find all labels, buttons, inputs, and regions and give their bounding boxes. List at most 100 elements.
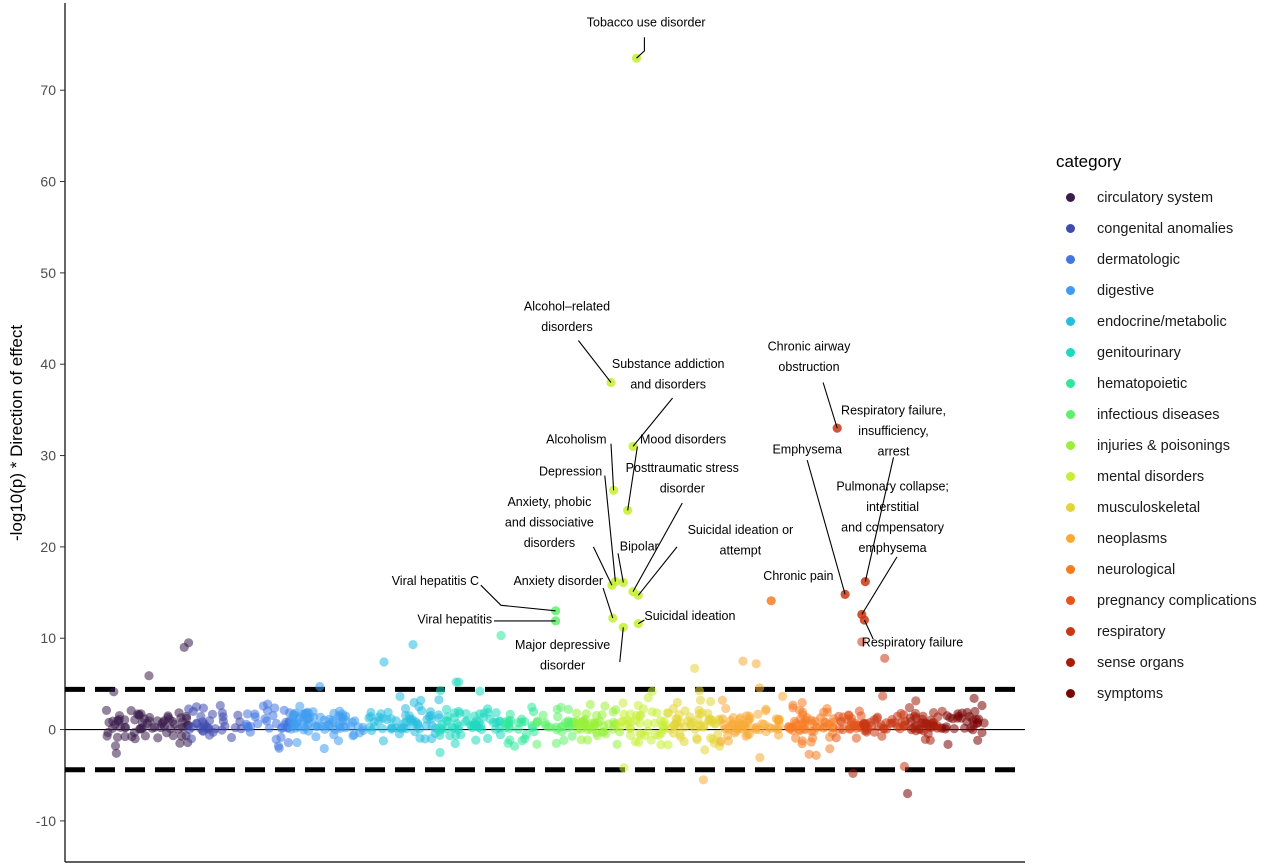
annotation-line: Pulmonary collapse; <box>836 479 949 493</box>
legend-label: hematopoietic <box>1097 375 1188 392</box>
legend-label: endocrine/metabolic <box>1097 313 1227 330</box>
data-point <box>862 727 872 737</box>
data-point <box>656 740 666 750</box>
data-point <box>408 640 418 650</box>
data-point <box>147 723 157 733</box>
data-point <box>379 657 389 667</box>
data-point <box>878 691 888 701</box>
data-point <box>869 715 879 725</box>
y-tick-label: 10 <box>40 630 56 646</box>
data-point <box>513 724 524 734</box>
point-annotation-label: Viral hepatitis C <box>392 574 479 588</box>
data-point <box>400 703 411 714</box>
point-annotation-label: Tobacco use disorder <box>587 15 706 29</box>
data-point <box>979 718 989 728</box>
data-point <box>337 716 347 726</box>
annotation-line: Respiratory failure, <box>841 403 946 417</box>
data-point <box>308 707 318 717</box>
data-point <box>559 735 569 746</box>
legend-dot-icon <box>1066 596 1075 605</box>
significance-thresholds <box>65 686 1025 773</box>
data-point <box>551 738 562 749</box>
legend-item: infectious diseases <box>1040 399 1280 430</box>
annotation-leader-line <box>480 584 556 612</box>
legend-dot-icon <box>1066 565 1075 574</box>
data-point <box>109 687 119 697</box>
data-point <box>799 724 809 734</box>
legend-dot-icon <box>1066 410 1075 419</box>
legend-label: circulatory system <box>1097 189 1214 206</box>
data-point <box>186 734 196 744</box>
data-point <box>404 711 414 721</box>
data-point <box>144 671 154 681</box>
legend-label: neurological <box>1097 561 1176 578</box>
annotation-line: Tobacco use disorder <box>587 15 706 29</box>
data-point <box>699 722 709 732</box>
data-point <box>454 677 464 687</box>
data-point <box>491 708 501 718</box>
data-point <box>112 732 123 742</box>
data-point <box>576 735 586 745</box>
data-point <box>643 718 653 729</box>
data-point <box>532 718 542 728</box>
data-point <box>514 718 524 728</box>
data-point <box>557 727 567 737</box>
annotation-line: emphysema <box>859 541 927 555</box>
data-point <box>851 733 862 743</box>
data-point <box>717 695 728 705</box>
point-annotation-label: Anxiety, phobic and dissociative disorders <box>505 495 594 550</box>
data-point <box>311 732 321 742</box>
highlighted-point <box>608 613 618 623</box>
point-annotation-label: Alcohol–related disorders <box>524 299 610 334</box>
annotation-line: Alcoholism <box>546 433 606 447</box>
data-point <box>496 630 506 641</box>
data-point <box>483 733 493 744</box>
legend-label: sense organs <box>1097 654 1185 671</box>
data-point <box>178 717 188 727</box>
data-point <box>877 731 887 741</box>
data-point <box>977 700 987 711</box>
data-point <box>910 711 920 721</box>
point-annotation-label: Suicidal ideation or attempt <box>688 523 794 558</box>
data-point <box>738 656 748 666</box>
data-point <box>268 710 278 721</box>
data-point <box>177 731 187 741</box>
legend-item: neurological <box>1040 554 1280 585</box>
data-point <box>567 731 577 741</box>
data-point <box>435 747 445 758</box>
data-point <box>195 723 206 733</box>
legend-item: dermatologic <box>1040 244 1280 275</box>
legend-dot-icon <box>1066 534 1075 543</box>
data-point <box>643 726 653 736</box>
data-point <box>713 729 723 740</box>
highlighted-point <box>551 606 561 616</box>
annotation-line: Respiratory failure <box>862 635 963 649</box>
point-annotation-label: Viral hepatitis <box>417 613 492 627</box>
data-point <box>471 735 481 745</box>
data-point <box>969 693 979 704</box>
point-annotation-label: Posttraumatic stress disorder <box>626 461 739 496</box>
data-point <box>766 723 776 734</box>
data-point <box>292 737 302 748</box>
annotation-leader-line <box>592 546 613 586</box>
legend-label: musculoskeletal <box>1097 499 1201 516</box>
data-point <box>836 717 847 727</box>
annotation-leader-line <box>617 553 624 583</box>
data-point <box>806 737 816 747</box>
legend-label: genitourinary <box>1097 344 1181 361</box>
legend-dot-icon <box>1066 224 1075 233</box>
data-point <box>364 713 374 723</box>
data-point <box>791 733 801 743</box>
legend-label: neoplasms <box>1097 530 1168 547</box>
data-point <box>751 659 761 669</box>
data-point <box>585 699 595 710</box>
data-point <box>556 702 566 713</box>
annotation-leader-line <box>806 459 846 595</box>
data-point <box>761 706 771 716</box>
annotation-leader-line <box>638 619 645 625</box>
data-point <box>973 735 983 746</box>
data-point <box>217 708 227 718</box>
point-annotation-label: Substance addiction and disorders <box>612 357 725 392</box>
data-point <box>604 719 614 729</box>
data-point <box>572 718 582 728</box>
